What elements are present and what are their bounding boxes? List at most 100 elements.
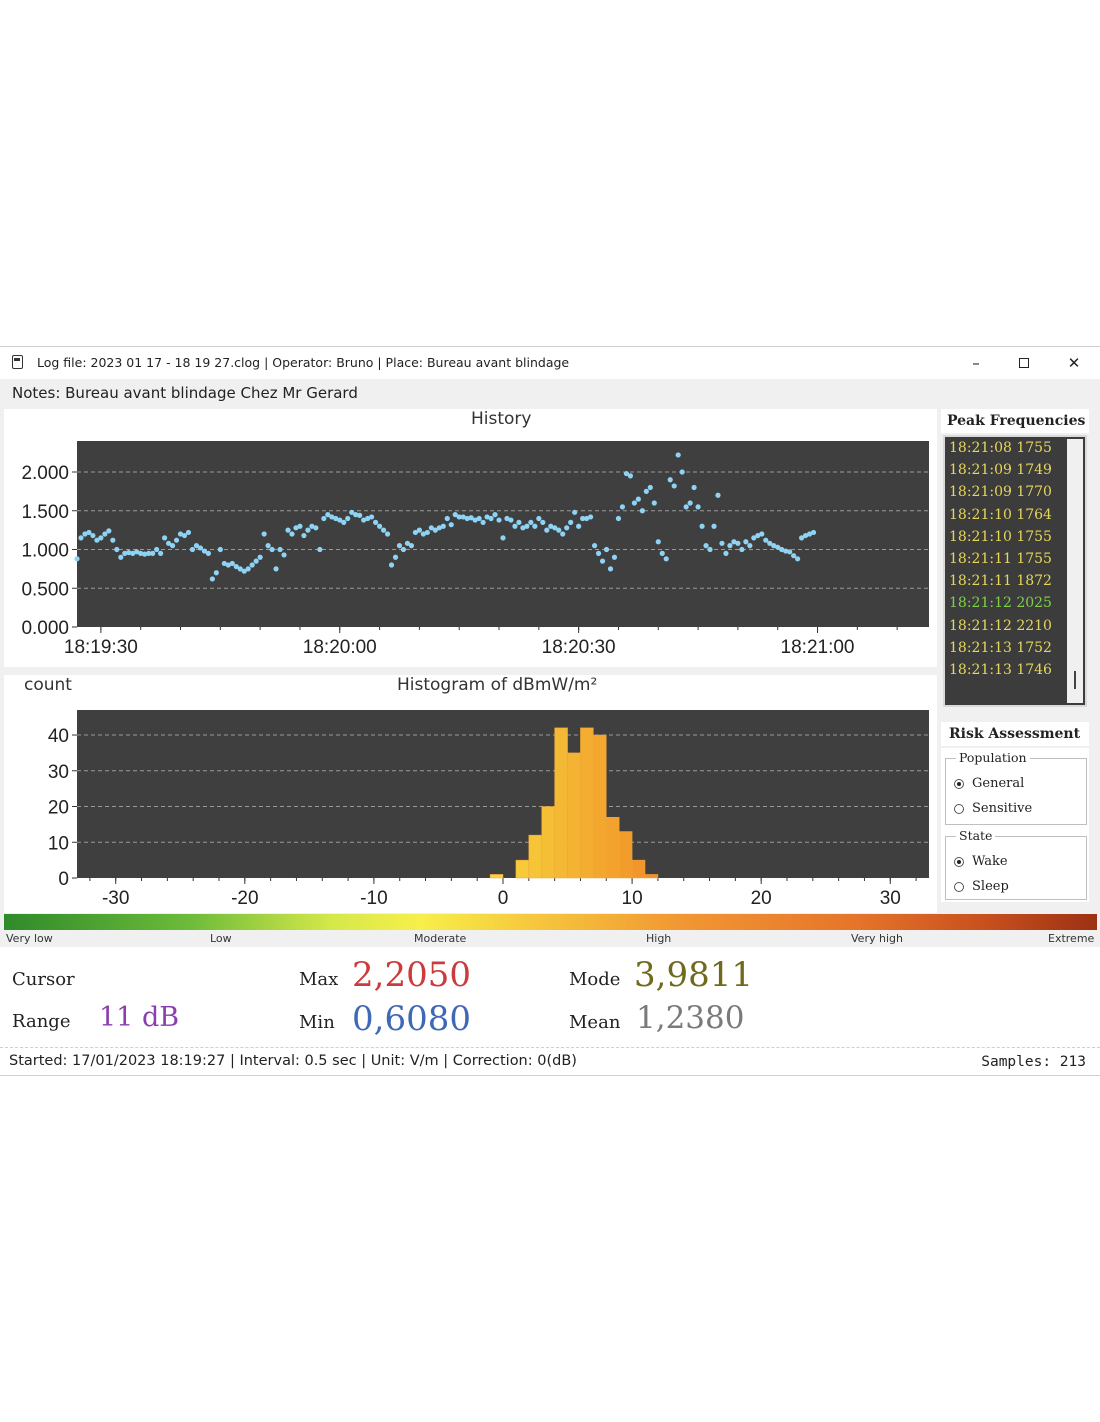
radio-checked-icon [954, 778, 964, 789]
peak-frequency-item[interactable]: 18:21:11 1755 [949, 551, 1052, 567]
peak-frequencies-title: Peak Frequencies [941, 409, 1089, 433]
history-data-point [599, 558, 606, 564]
history-data-point [703, 543, 709, 549]
histogram-x-tick-label: 10 [622, 888, 643, 909]
peak-list-scrollbar[interactable] [1067, 439, 1083, 703]
history-data-point [544, 527, 550, 533]
history-data-point [245, 566, 251, 572]
history-data-point [576, 523, 582, 529]
history-y-tick-label: 0.000 [21, 618, 69, 639]
mode-label: Mode [569, 969, 621, 990]
history-data-point [572, 509, 578, 515]
history-data-point [126, 550, 132, 556]
peak-frequency-item[interactable]: 18:21:10 1764 [949, 506, 1052, 523]
state-wake-label: Wake [972, 854, 1008, 869]
history-data-point [265, 543, 271, 549]
history-data-point [420, 531, 426, 537]
histogram-y-tick-label: 0 [58, 869, 69, 890]
histogram-x-tick-label: -10 [360, 888, 387, 909]
history-data-point [257, 554, 263, 560]
history-data-point [229, 560, 235, 567]
peak-frequency-item[interactable]: 18:21:12 2210 [949, 617, 1052, 634]
peak-frequency-item[interactable]: 18:21:09 1749 [949, 462, 1052, 479]
histogram-ylabel: count [24, 675, 72, 695]
state-sleep-radio[interactable]: Sleep [954, 879, 1009, 894]
population-general-radio[interactable]: General [954, 776, 1024, 791]
history-data-point [779, 546, 785, 553]
history-data-point [771, 543, 777, 549]
history-data-point [337, 517, 343, 523]
history-data-point [667, 477, 673, 483]
history-data-point [82, 531, 88, 537]
peak-frequency-item[interactable]: 18:21:13 1752 [949, 639, 1052, 656]
history-data-point [623, 470, 630, 477]
history-data-point [476, 515, 482, 522]
peak-frequency-item[interactable]: 18:21:09 1770 [949, 484, 1052, 501]
history-data-point [165, 540, 172, 546]
history-data-point [647, 484, 653, 491]
history-data-point [281, 552, 287, 558]
max-value: 2,2050 [352, 955, 471, 995]
history-data-point [201, 548, 208, 554]
history-data-point [488, 515, 494, 522]
minimize-button[interactable]: – [953, 347, 999, 379]
history-chart[interactable]: 0.000 0.500 1.000 1.500 2.000 18:19:30 18:20:0… [4, 409, 937, 667]
history-x-tick-label: 18:21:00 [781, 637, 855, 658]
history-data-point [580, 515, 586, 522]
population-group: Population General Sensitive [945, 750, 1087, 825]
maximize-button[interactable] [1001, 347, 1047, 379]
history-data-point [806, 531, 813, 537]
population-sensitive-radio[interactable]: Sensitive [954, 801, 1032, 816]
peak-frequencies-list[interactable]: 18:21:08 1755 18:21:09 1749 18:21:09 1770 1… [943, 435, 1087, 707]
state-sleep-label: Sleep [972, 879, 1009, 894]
state-wake-radio[interactable]: Wake [954, 854, 1008, 869]
history-data-point [767, 540, 773, 546]
history-data-point [743, 539, 749, 545]
history-data-point [424, 529, 430, 536]
history-data-point [500, 535, 506, 541]
history-data-point [384, 531, 391, 537]
history-data-point [755, 532, 761, 539]
history-data-point [715, 492, 721, 498]
histogram-chart[interactable]: 0 10 20 30 40 -30 -20 -10 0 10 20 30 [4, 675, 937, 913]
peak-frequency-item[interactable]: 18:21:10 1755 [949, 528, 1052, 545]
history-data-point [380, 527, 387, 533]
history-data-point [273, 566, 279, 572]
title-bar: Log file: 2023 01 17 - 18 19 27.clog | O… [0, 347, 1100, 379]
history-data-point [751, 535, 757, 541]
close-button[interactable]: ✕ [1051, 347, 1097, 379]
mean-label: Mean [569, 1012, 621, 1033]
history-data-point [723, 550, 729, 556]
history-data-point [651, 500, 657, 506]
range-value: 11 dB [99, 1002, 180, 1033]
history-data-point [193, 543, 200, 549]
histogram-x-tick-label: -20 [231, 888, 258, 909]
history-data-point [86, 529, 92, 536]
history-data-point [472, 517, 478, 523]
history-data-point [436, 525, 442, 531]
history-data-point [404, 540, 411, 546]
min-value: 0,6080 [352, 999, 471, 1039]
histogram-y-tick-label: 30 [48, 762, 69, 783]
history-data-point [416, 527, 422, 533]
peak-frequency-item[interactable]: 18:21:13 1746 [949, 662, 1052, 678]
scrollbar-thumb[interactable] [1074, 671, 1076, 689]
history-data-point [321, 515, 327, 522]
history-data-point [241, 568, 247, 574]
histogram-y-tick-label: 40 [48, 726, 69, 747]
risk-scale-moderate: Moderate [414, 932, 467, 945]
history-x-tick-label: 18:20:00 [303, 637, 377, 658]
history-data-point [775, 544, 781, 550]
histogram-bar [567, 752, 581, 879]
peak-frequency-item[interactable]: 18:21:12 2025 [949, 595, 1052, 612]
history-data-point [520, 525, 526, 531]
history-data-point [568, 519, 574, 525]
history-data-point [556, 527, 562, 533]
history-data-point [361, 517, 367, 523]
history-data-point [357, 512, 363, 518]
history-data-point [528, 519, 534, 525]
history-data-point [679, 469, 685, 475]
minimize-icon: – [972, 354, 980, 372]
peak-frequency-item[interactable]: 18:21:11 1872 [949, 573, 1052, 590]
peak-frequency-item[interactable]: 18:21:08 1755 [949, 440, 1052, 456]
